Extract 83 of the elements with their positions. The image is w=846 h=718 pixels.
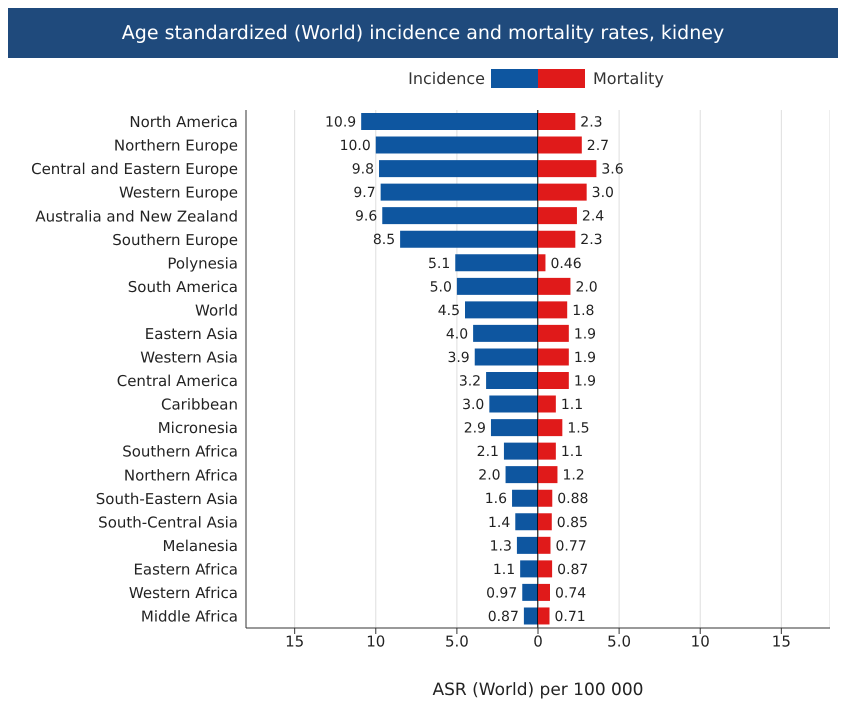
data-label: 1.2 [562, 468, 585, 484]
data-label: 9.7 [353, 185, 376, 202]
legend-label: Incidence [408, 68, 485, 88]
data-label: 1.4 [488, 514, 510, 531]
data-label: 8.5 [372, 232, 396, 248]
data-label: 2.4 [582, 208, 604, 225]
data-label: 5.1 [428, 256, 450, 272]
data-label: 0.88 [557, 491, 588, 508]
y-tick-label: Western Asia [140, 348, 238, 367]
data-label: 1.9 [574, 374, 596, 390]
x-tick-label: 5.0 [444, 632, 469, 651]
data-label: 0.97 [486, 585, 518, 602]
data-label: 5.0 [430, 279, 452, 296]
data-label: 1.1 [560, 397, 584, 414]
data-label: 3.2 [458, 374, 482, 390]
data-label: 0.46 [550, 256, 582, 272]
bar [538, 230, 576, 248]
data-label: 0.85 [556, 514, 588, 531]
y-tick-label: Northern Africa [124, 466, 238, 484]
y-tick-label: Eastern Asia [144, 325, 238, 344]
data-label: 3.0 [462, 397, 484, 414]
y-tick-label: Australia and New Zealand [35, 207, 238, 226]
y-tick-label: South-Eastern Asia [96, 490, 238, 508]
y-tick-label: Northern Europe [114, 136, 238, 155]
chart-title: Age standardized (World) incidence and mortality rates, kidney [8, 8, 838, 58]
x-axis-title: ASR (World) per 100 000 [432, 680, 644, 700]
y-tick-label: Caribbean [161, 396, 238, 414]
y-tick-label: Western Europe [118, 184, 238, 202]
y-tick-label: Southern Europe [112, 230, 238, 249]
x-tick-label: 15 [285, 632, 304, 651]
data-label: 3.0 [592, 185, 614, 202]
data-label: 4.0 [446, 326, 468, 342]
data-label: 10.0 [340, 138, 371, 154]
x-tick-label: 0 [533, 632, 543, 651]
data-label: 1.8 [572, 302, 594, 319]
data-label: 2.0 [478, 468, 501, 484]
y-tick-label: North America [129, 113, 238, 132]
data-label: 1.9 [574, 350, 596, 366]
data-label: 1.3 [490, 538, 512, 554]
data-label: 2.0 [575, 279, 598, 296]
data-label: 1.1 [560, 444, 584, 460]
data-label: 2.7 [586, 138, 610, 154]
data-label: 4.5 [438, 302, 460, 319]
data-label: 9.6 [355, 208, 378, 225]
y-tick-label: World [195, 301, 238, 320]
data-label: 0.71 [554, 608, 586, 625]
data-label: 2.1 [476, 444, 499, 460]
y-tick-label: Polynesia [167, 254, 238, 272]
y-tick-label: Central and Eastern Europe [31, 160, 238, 178]
data-label: 10.9 [325, 114, 356, 130]
data-label: 1.9 [574, 326, 596, 342]
bar [538, 207, 577, 224]
data-label: 1.6 [484, 491, 508, 508]
data-label: 0.87 [488, 608, 519, 625]
y-tick-label: Micronesia [158, 419, 238, 438]
y-tick-label: Middle Africa [140, 608, 238, 626]
data-label: 2.3 [580, 232, 603, 248]
y-tick-label: Eastern Africa [133, 560, 238, 578]
bar [538, 113, 576, 130]
legend-label: Mortality [593, 68, 664, 88]
data-label: 9.8 [352, 162, 374, 178]
y-tick-label: Melanesia [162, 536, 238, 555]
y-tick-label: Southern Africa [122, 442, 238, 461]
bar [538, 136, 582, 154]
data-label: 2.9 [464, 420, 486, 437]
x-tick-label: 15 [772, 632, 791, 651]
data-label: 1.1 [492, 562, 516, 578]
bar [538, 254, 546, 272]
data-label: 0.77 [555, 538, 587, 554]
data-label: 3.9 [447, 350, 470, 366]
data-label: 0.74 [555, 585, 586, 602]
x-tick-label: 5.0 [607, 632, 632, 651]
y-tick-label: South America [128, 278, 238, 296]
x-tick-label: 10 [690, 632, 710, 651]
x-tick-label: 10 [366, 632, 386, 651]
y-tick-label: South-Central Asia [98, 513, 238, 532]
y-tick-label: Western Africa [128, 584, 238, 602]
data-label: 3.6 [601, 162, 624, 178]
data-label: 1.5 [567, 420, 590, 437]
data-label: 0.87 [557, 562, 588, 578]
bar [538, 184, 587, 201]
y-tick-label: Central America [116, 372, 238, 390]
data-label: 2.3 [580, 114, 603, 130]
